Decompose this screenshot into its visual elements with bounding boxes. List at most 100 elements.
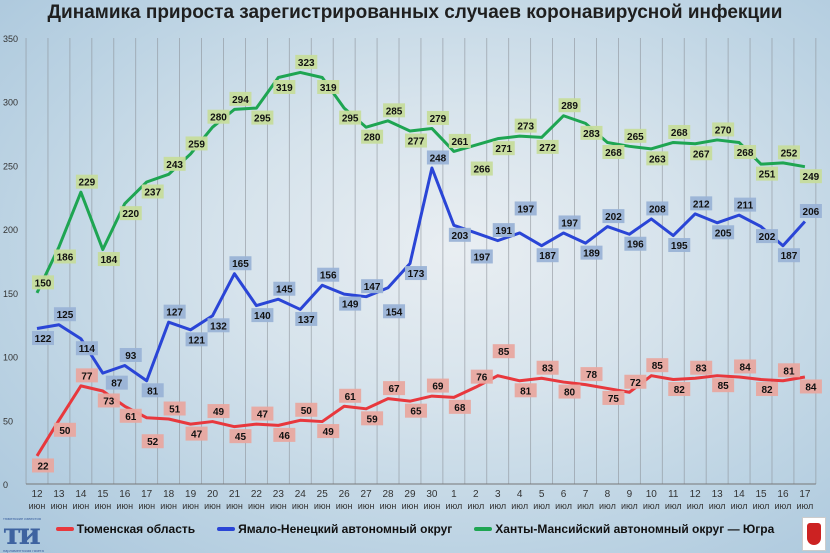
data-label-bg bbox=[646, 201, 669, 216]
x-tick-day: 24 bbox=[295, 489, 307, 500]
data-label-bg bbox=[339, 110, 362, 125]
data-label-bg bbox=[514, 383, 537, 398]
data-label-bg bbox=[536, 360, 559, 375]
data-label: 202 bbox=[759, 232, 776, 243]
data-label-bg bbox=[712, 122, 735, 137]
x-tick-month: июл bbox=[687, 501, 704, 511]
data-label-bg bbox=[536, 139, 559, 154]
data-label-bg bbox=[690, 360, 713, 375]
data-label: 295 bbox=[342, 114, 359, 125]
x-tick-day: 13 bbox=[53, 489, 65, 500]
data-label: 196 bbox=[627, 240, 644, 251]
data-label: 268 bbox=[671, 128, 688, 139]
x-tick-day: 23 bbox=[273, 489, 285, 500]
x-tick-month: июн bbox=[248, 501, 265, 511]
x-tick-day: 19 bbox=[185, 489, 197, 500]
data-label-bg bbox=[668, 124, 691, 139]
data-label-bg bbox=[97, 393, 120, 408]
line-chart: 05010015020025030035012июн13июн14июн15ию… bbox=[3, 34, 822, 511]
x-tick-day: 26 bbox=[339, 489, 351, 500]
data-label: 323 bbox=[298, 58, 315, 69]
data-label: 85 bbox=[652, 361, 664, 372]
data-label-bg bbox=[536, 248, 559, 263]
data-label: 270 bbox=[715, 125, 732, 136]
data-label-bg bbox=[404, 266, 427, 281]
x-tick-month: июл bbox=[599, 501, 616, 511]
data-label: 259 bbox=[188, 139, 205, 150]
data-label-bg bbox=[756, 382, 779, 397]
data-label-bg bbox=[777, 363, 800, 378]
y-tick-label: 0 bbox=[3, 480, 8, 490]
data-label-bg bbox=[163, 156, 186, 171]
data-label-bg bbox=[646, 358, 669, 373]
data-label: 220 bbox=[122, 209, 139, 220]
data-label: 82 bbox=[761, 385, 773, 396]
data-label: 251 bbox=[759, 170, 776, 181]
data-label: 49 bbox=[213, 407, 225, 418]
x-tick-month: июн bbox=[270, 501, 287, 511]
data-label-bg bbox=[273, 427, 296, 442]
data-label: 75 bbox=[608, 394, 620, 405]
data-label-bg bbox=[558, 98, 581, 113]
x-tick-month: июн bbox=[336, 501, 353, 511]
data-label: 125 bbox=[57, 310, 74, 321]
x-tick-month: июн bbox=[424, 501, 441, 511]
newspaper-logo: тюменские известия ти парламентская газе… bbox=[3, 516, 47, 553]
data-label-bg bbox=[558, 215, 581, 230]
data-label-bg bbox=[580, 125, 603, 140]
x-tick-day: 30 bbox=[426, 489, 438, 500]
data-label: 154 bbox=[386, 307, 403, 318]
x-tick-month: июн bbox=[204, 501, 221, 511]
data-label: 73 bbox=[103, 396, 115, 407]
data-label-bg bbox=[207, 404, 230, 419]
x-tick-month: июн bbox=[73, 501, 90, 511]
x-tick-month: июл bbox=[731, 501, 748, 511]
data-label: 289 bbox=[561, 101, 578, 112]
y-tick-label: 350 bbox=[3, 34, 18, 44]
data-label: 195 bbox=[671, 241, 688, 252]
x-tick-month: июн bbox=[182, 501, 199, 511]
data-label: 83 bbox=[542, 364, 554, 375]
data-label-bg bbox=[602, 209, 625, 224]
data-label: 173 bbox=[408, 269, 425, 280]
data-label: 249 bbox=[803, 172, 820, 183]
legend-label: Ханты-Мансийский автономный округ — Югра bbox=[495, 522, 775, 536]
data-label-bg bbox=[492, 223, 515, 238]
x-tick-day: 7 bbox=[583, 489, 589, 500]
x-tick-month: июл bbox=[489, 501, 506, 511]
data-label-bg bbox=[514, 118, 537, 133]
data-label-bg bbox=[448, 227, 471, 242]
data-label-bg bbox=[273, 80, 296, 95]
data-label-bg bbox=[53, 249, 76, 264]
x-tick-day: 4 bbox=[517, 489, 523, 500]
data-label-bg bbox=[624, 128, 647, 143]
data-label-bg bbox=[668, 382, 691, 397]
data-label: 77 bbox=[81, 371, 93, 382]
x-tick-day: 17 bbox=[141, 489, 153, 500]
data-label: 84 bbox=[740, 362, 752, 373]
data-label: 61 bbox=[125, 412, 137, 423]
data-label-bg bbox=[558, 384, 581, 399]
data-label: 47 bbox=[191, 430, 203, 441]
data-label: 68 bbox=[454, 403, 466, 414]
x-tick-day: 11 bbox=[668, 489, 679, 500]
x-tick-day: 29 bbox=[404, 489, 416, 500]
data-label: 85 bbox=[718, 381, 730, 392]
legend-item-tyumen: Тюменская область bbox=[55, 522, 196, 536]
x-tick-month: июл bbox=[796, 501, 813, 511]
legend-label: Тюменская область bbox=[76, 522, 196, 536]
data-label: 52 bbox=[147, 437, 159, 448]
data-label: 149 bbox=[342, 300, 359, 311]
data-label: 82 bbox=[674, 385, 686, 396]
data-label: 67 bbox=[388, 384, 400, 395]
data-label: 61 bbox=[345, 392, 357, 403]
x-tick-day: 15 bbox=[755, 489, 767, 500]
data-label-bg bbox=[75, 174, 98, 189]
data-label: 69 bbox=[432, 382, 444, 393]
x-tick-day: 14 bbox=[734, 489, 746, 500]
data-label: 189 bbox=[583, 249, 600, 260]
data-label-bg bbox=[690, 146, 713, 161]
data-label: 203 bbox=[452, 231, 469, 242]
x-tick-month: июн bbox=[402, 501, 419, 511]
x-tick-day: 10 bbox=[646, 489, 658, 500]
